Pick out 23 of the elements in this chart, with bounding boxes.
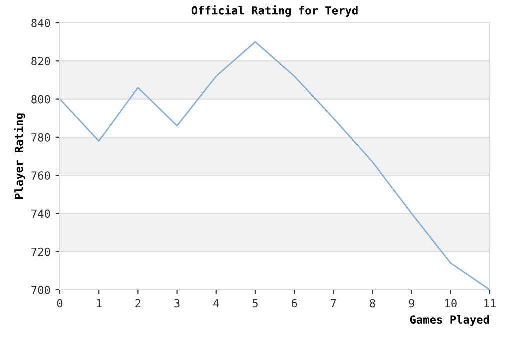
x-tick-label: 2 — [136, 299, 141, 308]
x-tick-label: 9 — [409, 299, 414, 308]
x-tick-label: 10 — [446, 299, 457, 308]
y-tick-label: 820 — [32, 57, 50, 66]
chart-title: Official Rating for Teryd — [192, 6, 358, 17]
x-axis-title: Games Played — [410, 315, 490, 326]
x-tick-label: 5 — [252, 299, 258, 308]
x-tick-label: 7 — [331, 299, 336, 308]
x-tick-label: 1 — [97, 299, 102, 308]
y-tick-label: 800 — [32, 95, 50, 104]
y-tick-label: 760 — [32, 172, 50, 180]
x-tick-label: 3 — [174, 299, 180, 308]
x-tick-label: 11 — [484, 299, 496, 308]
y-tick-label: 720 — [32, 248, 50, 256]
y-tick-label: 780 — [32, 133, 50, 142]
y-tick-label: 840 — [32, 19, 50, 28]
y-tick-label: 700 — [32, 286, 50, 294]
y-axis-title: Player Rating — [14, 114, 26, 200]
y-tick-label: 740 — [32, 210, 50, 218]
x-tick-label: 0 — [57, 299, 63, 308]
x-tick-label: 6 — [292, 299, 298, 308]
x-tick-label: 8 — [370, 299, 376, 308]
x-tick-label: 4 — [214, 299, 220, 308]
